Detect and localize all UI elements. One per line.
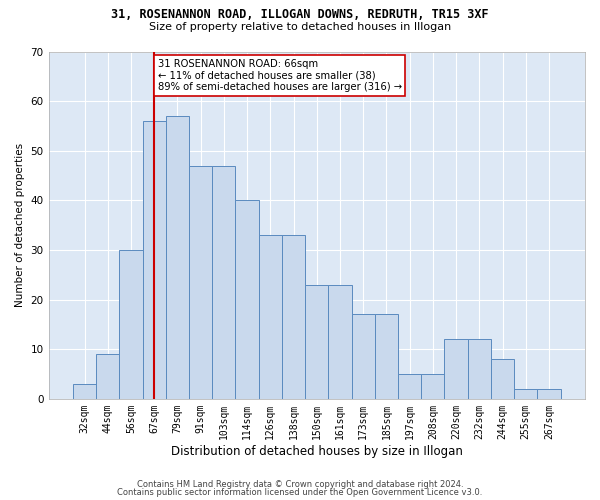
Bar <box>491 359 514 399</box>
Text: Size of property relative to detached houses in Illogan: Size of property relative to detached ho… <box>149 22 451 32</box>
Bar <box>514 389 538 399</box>
Bar <box>305 284 328 399</box>
Bar <box>73 384 96 399</box>
Bar <box>259 235 282 399</box>
Y-axis label: Number of detached properties: Number of detached properties <box>15 143 25 307</box>
Bar <box>119 250 143 399</box>
Bar <box>212 166 235 399</box>
Bar <box>166 116 189 399</box>
Bar <box>468 340 491 399</box>
X-axis label: Distribution of detached houses by size in Illogan: Distribution of detached houses by size … <box>171 444 463 458</box>
Bar <box>282 235 305 399</box>
Text: Contains public sector information licensed under the Open Government Licence v3: Contains public sector information licen… <box>118 488 482 497</box>
Bar <box>189 166 212 399</box>
Bar <box>375 314 398 399</box>
Bar <box>398 374 421 399</box>
Bar <box>445 340 468 399</box>
Bar <box>143 121 166 399</box>
Text: 31, ROSENANNON ROAD, ILLOGAN DOWNS, REDRUTH, TR15 3XF: 31, ROSENANNON ROAD, ILLOGAN DOWNS, REDR… <box>111 8 489 20</box>
Bar <box>421 374 445 399</box>
Text: 31 ROSENANNON ROAD: 66sqm
← 11% of detached houses are smaller (38)
89% of semi-: 31 ROSENANNON ROAD: 66sqm ← 11% of detac… <box>158 59 402 92</box>
Bar <box>96 354 119 399</box>
Bar <box>352 314 375 399</box>
Text: Contains HM Land Registry data © Crown copyright and database right 2024.: Contains HM Land Registry data © Crown c… <box>137 480 463 489</box>
Bar <box>328 284 352 399</box>
Bar <box>235 200 259 399</box>
Bar <box>538 389 560 399</box>
